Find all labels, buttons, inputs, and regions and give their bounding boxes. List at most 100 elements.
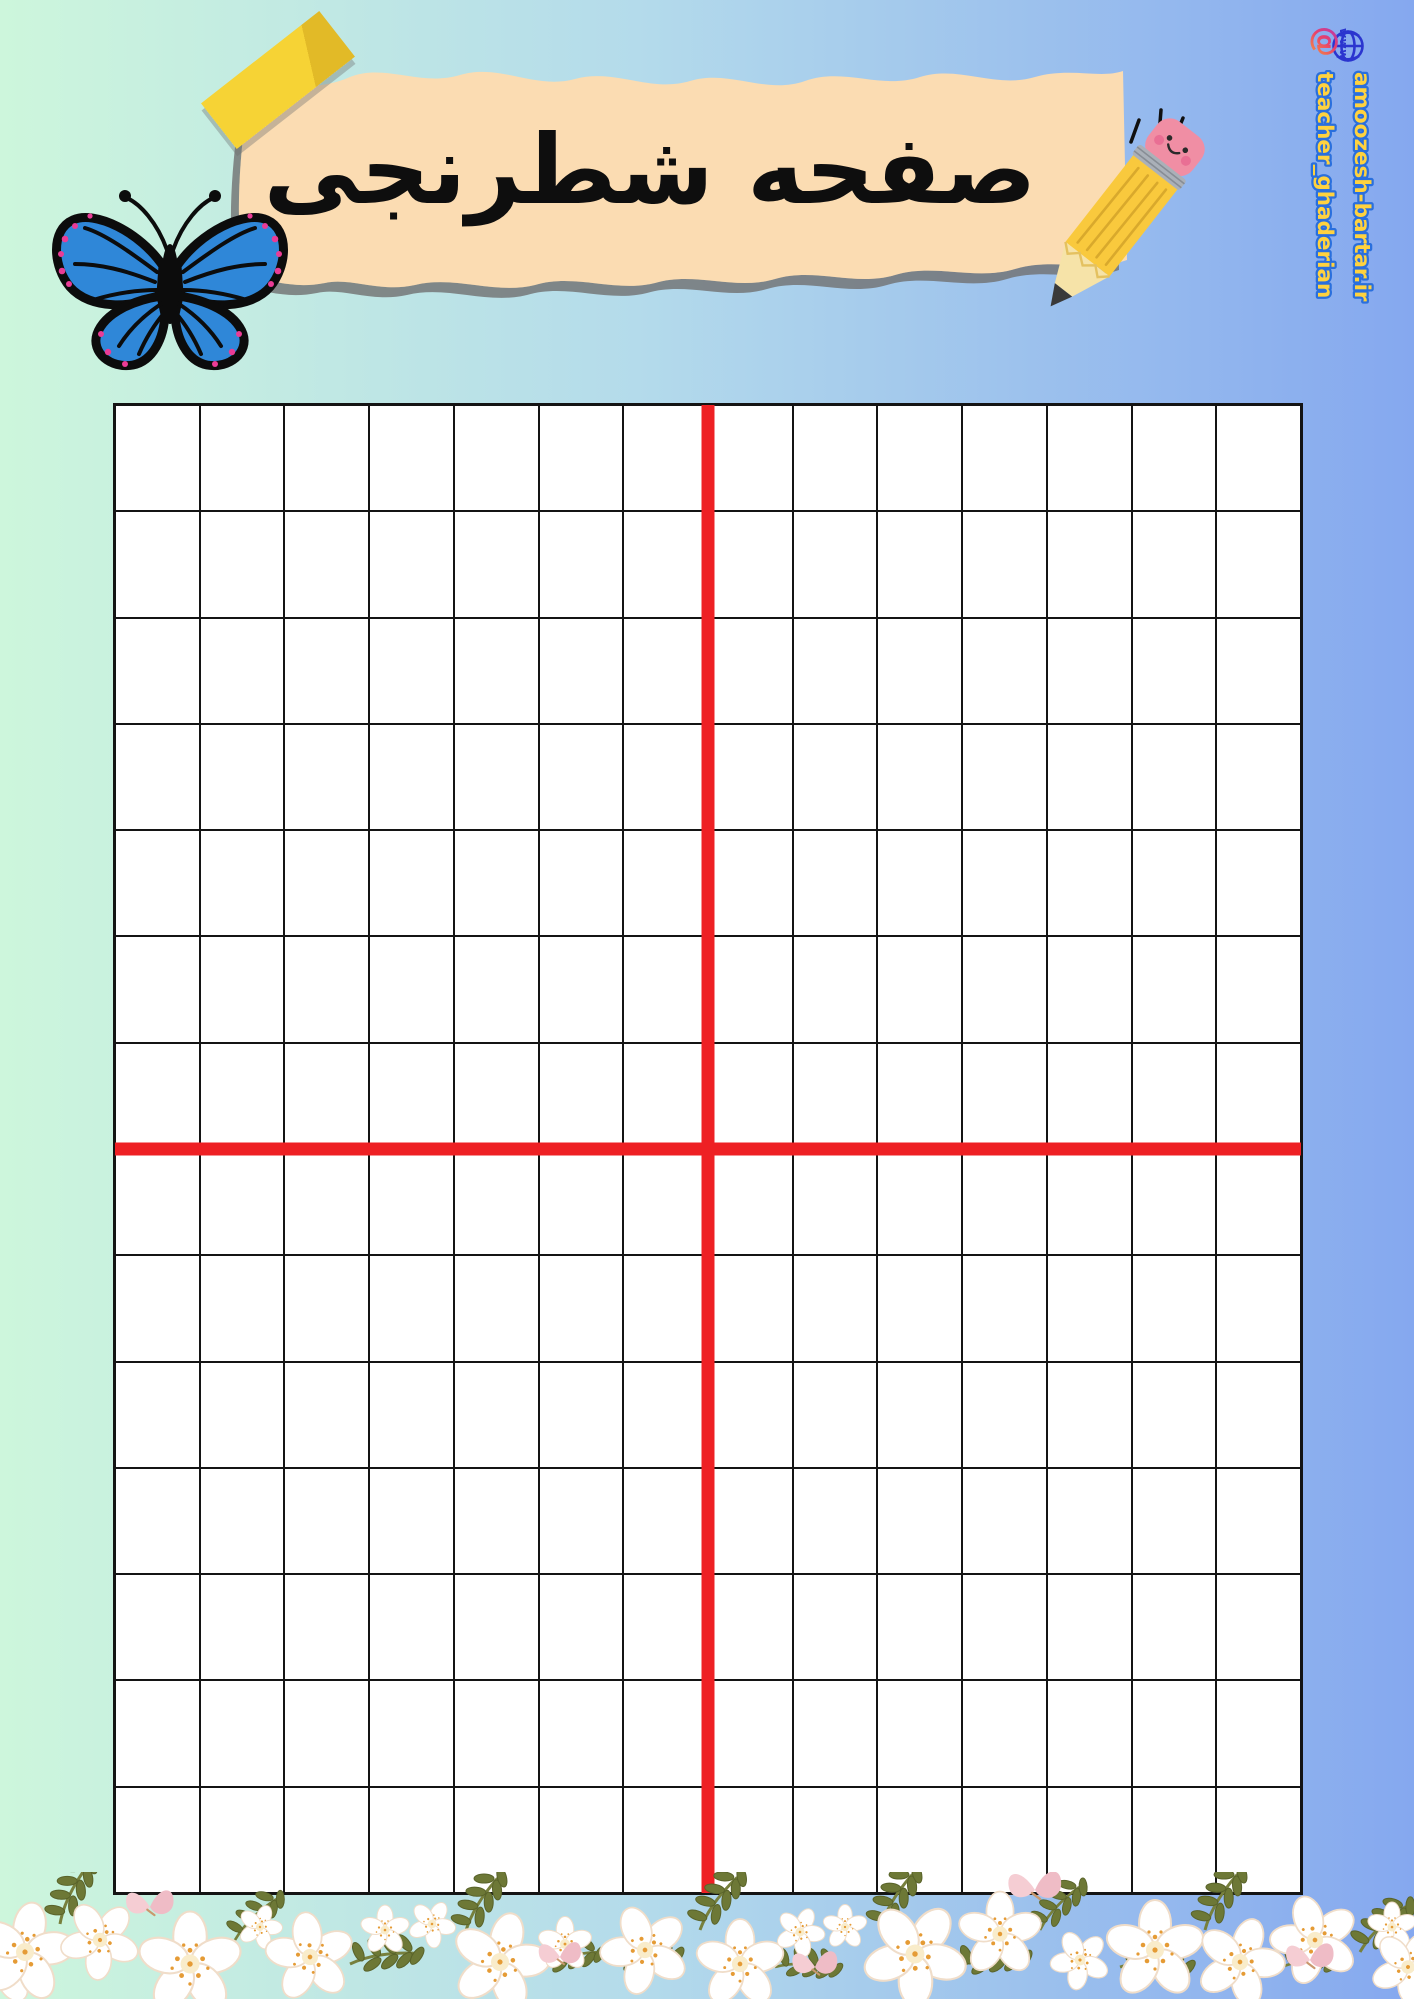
grid-cell [115,1680,200,1787]
grid-cell [1216,1042,1301,1149]
grid-cell [284,1361,370,1468]
grid-cell [199,1786,285,1893]
grid-cell [284,1680,370,1787]
grid-cell [623,1786,708,1893]
grid-cell [708,511,793,618]
grid-cell [708,1467,793,1575]
grid-cell [1046,1467,1132,1575]
grid-cell [453,511,539,618]
grid-cell [792,1786,878,1893]
grid-cell [1131,1148,1217,1256]
grid-cell [623,936,708,1043]
pencil-icon [1050,108,1205,307]
grid-cell [369,405,454,512]
grid-cell [1216,830,1301,937]
grid-cell [877,617,963,724]
grid-cell [1131,1467,1217,1575]
grid-cell [369,936,454,1043]
grid-cell [199,830,285,937]
grid-cell [877,1361,963,1468]
www-label: www [1337,28,1350,60]
grid-cell [199,723,285,831]
grid-cell [623,1467,708,1575]
grid-cell [199,1148,285,1256]
grid-cell [792,1680,878,1787]
grid-cell [792,1574,878,1681]
grid-cell [1216,1574,1301,1681]
grid-cell [792,1467,878,1575]
page-title: صفحه شطرنجی [263,113,1037,226]
grid-cell [369,511,454,618]
grid-cell [962,1467,1047,1575]
grid-cell [369,1255,454,1362]
grid-cell [538,1786,624,1893]
grid-cell [877,1148,963,1256]
grid-cell [199,1361,285,1468]
grid-cell [538,1042,624,1149]
grid-cell [115,723,200,831]
grid-cell [538,1680,624,1787]
banner-paper [238,71,1127,288]
grid-cell [115,1786,200,1893]
grid-cell [1131,830,1217,937]
grid-cell [708,1042,793,1149]
grid-cell [284,405,370,512]
grid-cell [962,1042,1047,1149]
grid-cell [453,617,539,724]
grid-cell [792,405,878,512]
grid-cell [623,1255,708,1362]
grid-cell [284,936,370,1043]
grid-cell [199,511,285,618]
grid-cell [199,1680,285,1787]
grid-cell [877,511,963,618]
grid-cell [623,1042,708,1149]
grid-cell [369,723,454,831]
grid-cell [453,1148,539,1256]
grid-cell [623,1680,708,1787]
grid-cell [623,723,708,831]
grid-cell [962,936,1047,1043]
grid-cell [284,1255,370,1362]
grid-cell [623,1148,708,1256]
grid-cell [284,1786,370,1893]
grid-cell [1046,1680,1132,1787]
grid-cell [369,617,454,724]
axis-horizontal-line [115,1142,1301,1156]
grid-cell [115,1361,200,1468]
grid-cell [115,830,200,937]
grid-cell [538,1255,624,1362]
grid-cell [962,723,1047,831]
grid-cell [453,1255,539,1362]
grid-cell [1131,936,1217,1043]
grid-cell [115,617,200,724]
grid-cell [877,405,963,512]
grid-cell [792,1255,878,1362]
grid-cell [453,830,539,937]
grid-cell [708,405,793,512]
grid-cell [962,1574,1047,1681]
grid-cell [115,936,200,1043]
flower-border [0,1872,1414,1999]
grid-cell [199,1574,285,1681]
grid-cell [199,405,285,512]
grid-cell [1046,511,1132,618]
grid-cell [792,511,878,618]
credits: www amoozesh-bartar.ir @ teacher_ghaderi… [1308,26,1376,304]
grid-cell [1046,1255,1132,1362]
grid-cell [369,830,454,937]
grid-cell [369,1574,454,1681]
grid-cell [369,1042,454,1149]
grid-cell [1046,1574,1132,1681]
grid-cell [1046,723,1132,831]
grid-cell [623,617,708,724]
grid-cell [199,936,285,1043]
grid-cell [453,936,539,1043]
grid-cell [962,830,1047,937]
grid-cell [623,830,708,937]
grid-cell [199,1467,285,1575]
grid-cell [369,1148,454,1256]
grid-cell [708,1255,793,1362]
grid-cell [962,1786,1047,1893]
grid-cell [1216,1255,1301,1362]
